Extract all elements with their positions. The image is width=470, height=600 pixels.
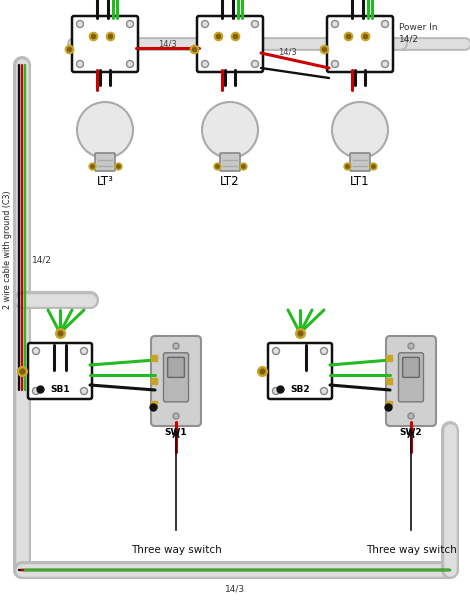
FancyBboxPatch shape <box>28 343 92 399</box>
Circle shape <box>251 20 258 28</box>
Circle shape <box>321 347 328 355</box>
FancyBboxPatch shape <box>168 358 184 377</box>
Circle shape <box>77 61 84 67</box>
FancyBboxPatch shape <box>350 153 370 171</box>
Circle shape <box>382 61 389 67</box>
Circle shape <box>126 20 133 28</box>
Text: Three way switch: Three way switch <box>366 545 456 555</box>
Text: SW1: SW1 <box>164 428 188 437</box>
Text: LT1: LT1 <box>350 175 370 188</box>
Circle shape <box>251 61 258 67</box>
Text: 14/3: 14/3 <box>225 585 245 594</box>
Circle shape <box>202 20 209 28</box>
Circle shape <box>202 102 258 158</box>
Text: SW2: SW2 <box>400 428 423 437</box>
Circle shape <box>332 102 388 158</box>
FancyBboxPatch shape <box>151 336 201 426</box>
Text: LT2: LT2 <box>220 175 240 188</box>
Text: 14/2: 14/2 <box>399 34 419 43</box>
Text: 14/3: 14/3 <box>158 40 177 49</box>
Text: 2 wire cable with ground (C3): 2 wire cable with ground (C3) <box>3 191 13 310</box>
FancyBboxPatch shape <box>197 16 263 72</box>
Circle shape <box>80 347 87 355</box>
FancyBboxPatch shape <box>403 358 419 377</box>
Circle shape <box>321 388 328 395</box>
FancyBboxPatch shape <box>72 16 138 72</box>
Circle shape <box>382 20 389 28</box>
FancyBboxPatch shape <box>268 343 332 399</box>
Circle shape <box>331 20 338 28</box>
Text: LT³: LT³ <box>96 175 113 188</box>
Circle shape <box>77 102 133 158</box>
Circle shape <box>202 61 209 67</box>
FancyBboxPatch shape <box>327 16 393 72</box>
FancyBboxPatch shape <box>386 336 436 426</box>
FancyBboxPatch shape <box>95 153 115 171</box>
Circle shape <box>173 343 179 349</box>
Circle shape <box>273 347 280 355</box>
Text: SB2: SB2 <box>290 385 310 394</box>
FancyBboxPatch shape <box>399 353 423 402</box>
FancyBboxPatch shape <box>220 153 240 171</box>
Circle shape <box>77 20 84 28</box>
Circle shape <box>408 343 414 349</box>
Circle shape <box>32 388 39 395</box>
Circle shape <box>408 413 414 419</box>
FancyBboxPatch shape <box>164 353 188 402</box>
Text: SB1: SB1 <box>50 385 70 394</box>
Circle shape <box>173 413 179 419</box>
Circle shape <box>331 61 338 67</box>
Circle shape <box>32 347 39 355</box>
Circle shape <box>273 388 280 395</box>
Circle shape <box>80 388 87 395</box>
Text: Power In: Power In <box>399 23 438 32</box>
Text: Three way switch: Three way switch <box>131 545 221 555</box>
Circle shape <box>126 61 133 67</box>
Text: 14/3: 14/3 <box>278 47 297 56</box>
Text: 14/2: 14/2 <box>32 256 52 265</box>
